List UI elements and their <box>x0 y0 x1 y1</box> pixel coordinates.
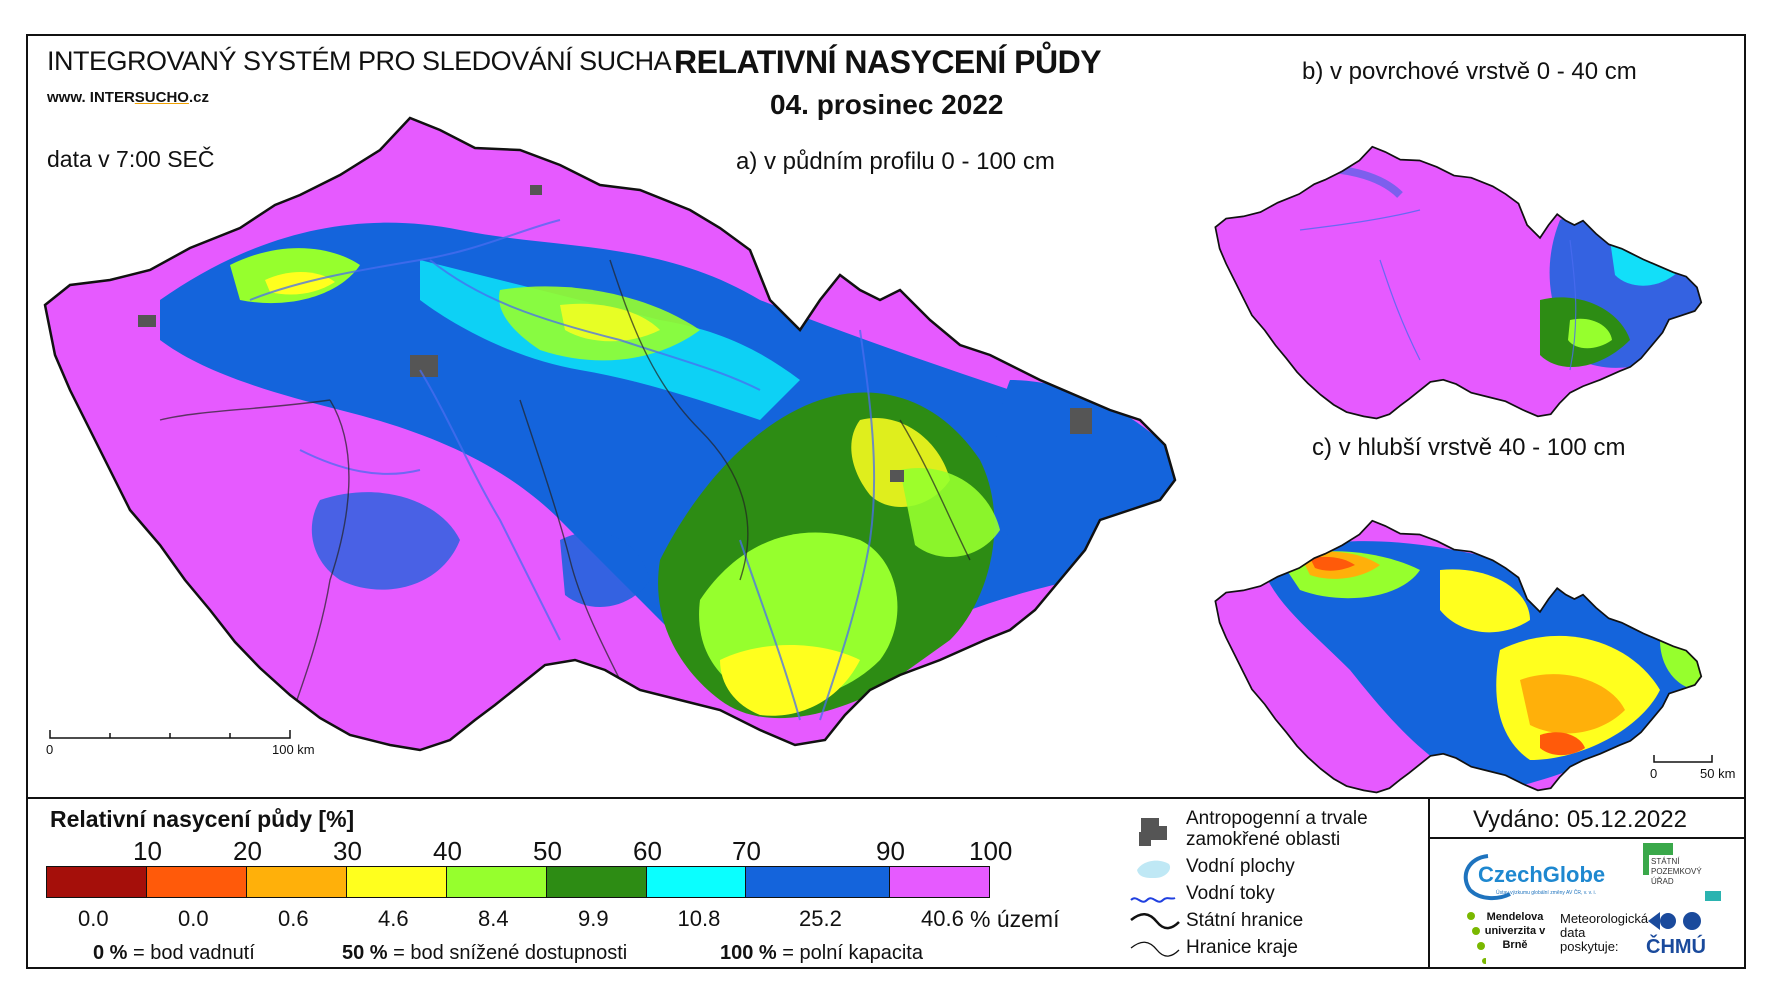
legend-note-capacity: 100 % = polní kapacita <box>720 942 923 965</box>
legend-area-value: 10.8 <box>677 906 721 931</box>
legend-threshold: 40 <box>433 836 462 866</box>
legend-area-value: 0.0 <box>178 906 209 931</box>
spu-mark-stem-icon <box>1643 855 1649 875</box>
map-symbols <box>1130 818 1180 957</box>
website-link[interactable]: www. INTERSUCHO.cz <box>47 89 209 106</box>
main-map-region-borders <box>159 259 971 721</box>
chmu-name: ČHMÚ <box>1646 936 1706 958</box>
legend-color-0 <box>46 866 147 898</box>
note-text: = bod snížené dostupnosti <box>393 942 628 964</box>
main-scale-start: 0 <box>46 742 54 757</box>
main-scale-bar <box>49 730 291 739</box>
state-border-icon <box>1130 913 1180 930</box>
website-highlight: SUCHO <box>134 89 189 106</box>
mendel-dots-icon <box>1467 912 1486 964</box>
spu-square-icon <box>1705 891 1721 901</box>
legend-title: Relativní nasycení půdy [%] <box>50 806 355 832</box>
legend-divider <box>26 797 1746 799</box>
urban-area-icon <box>1139 818 1167 846</box>
note-value: 100 % <box>720 942 777 964</box>
legend-area-value: 0.0 <box>78 906 109 931</box>
deep-map[interactable] <box>1214 519 1720 794</box>
legend-area-value: 9.9 <box>578 906 609 931</box>
legend-threshold: 60 <box>633 836 662 866</box>
main-scale-end: 100 km <box>272 742 315 757</box>
legend-note-wilting: 0 % = bod vadnutí <box>93 942 255 965</box>
czechglobe-logo[interactable]: CzechGlobe Ústav výzkumu globální změny … <box>1458 846 1608 904</box>
chmu-mark-icon <box>1648 912 1701 930</box>
legend-area-value: 4.6 <box>378 906 409 931</box>
surface-map-label: b) v povrchové vrstvě 0 - 40 cm <box>1302 58 1637 85</box>
mendel-name: Mendelova univerzita v Brně <box>1484 911 1546 951</box>
note-text: = bod vadnutí <box>133 942 255 964</box>
legend-river-label: Vodní toky <box>1186 883 1275 904</box>
legend-urban-label: Antropogenní a trvale zamokřené oblasti <box>1186 808 1368 850</box>
main-map-rivers <box>249 219 876 721</box>
legend-threshold: 10 <box>133 836 162 866</box>
legend-threshold: 70 <box>732 836 761 866</box>
region-border-icon <box>1130 941 1180 957</box>
czechglobe-subtitle: Ústav výzkumu globální změny AV ČR, v. v… <box>1496 890 1597 896</box>
legend-area-value: 25.2 <box>799 906 842 931</box>
czechglobe-swoosh-icon <box>1463 854 1511 901</box>
czechglobe-name: CzechGlobe <box>1478 862 1606 887</box>
main-map-zones <box>138 185 1175 719</box>
legend-water-label: Vodní plochy <box>1186 856 1295 877</box>
main-map-label: a) v půdním profilu 0 - 100 cm <box>736 148 1055 175</box>
legend-threshold: 20 <box>233 836 262 866</box>
small-scale-end: 50 km <box>1700 766 1736 781</box>
surface-map[interactable] <box>1214 145 1720 420</box>
legend-color-5 <box>546 866 647 898</box>
legend-color-4 <box>446 866 547 898</box>
legend-area-value: 0.6 <box>278 906 309 931</box>
legend-threshold: 30 <box>333 836 362 866</box>
water-body-icon <box>1137 860 1171 878</box>
legend-region-border-label: Hranice kraje <box>1186 937 1298 958</box>
map-frame <box>26 34 1746 969</box>
map-title: RELATIVNÍ NASYCENÍ PŮDY <box>674 44 1102 80</box>
note-text: = polní kapacita <box>782 942 923 964</box>
deep-map-label: c) v hlubší vrstvě 40 - 100 cm <box>1312 434 1626 461</box>
note-value: 0 % <box>93 942 128 964</box>
issued-divider <box>1428 837 1746 839</box>
river-icon <box>1130 897 1176 903</box>
data-time: data v 7:00 SEČ <box>47 146 215 172</box>
issued-date: Vydáno: 05.12.2022 <box>1473 806 1687 833</box>
map-date: 04. prosinec 2022 <box>770 89 1004 120</box>
legend-unit: % území <box>970 906 1060 932</box>
small-scale-start: 0 <box>1650 766 1658 781</box>
legend-threshold: 90 <box>876 836 905 866</box>
footer-divider <box>1428 797 1430 969</box>
chmu-logo[interactable]: ČHMÚ <box>1640 910 1720 964</box>
met-data-provider: Meteorologická data poskytuje: <box>1560 911 1649 954</box>
spu-mark-icon <box>1643 843 1673 855</box>
legend-color-8 <box>889 866 990 898</box>
legend-note-reduced: 50 % = bod snížené dostupnosti <box>342 942 627 965</box>
legend-area-value: 8.4 <box>478 906 509 931</box>
legend-threshold: 50 <box>533 836 562 866</box>
spu-logo[interactable]: STÁTNÍ POZEMKOVÝ ÚŘAD <box>1643 843 1733 903</box>
legend-color-3 <box>346 866 447 898</box>
system-title: INTEGROVANÝ SYSTÉM PRO SLEDOVÁNÍ SUCHA <box>47 46 672 76</box>
legend-threshold: 100 <box>969 836 1013 866</box>
legend-color-6 <box>646 866 746 898</box>
legend-color-2 <box>246 866 347 898</box>
note-value: 50 % <box>342 942 388 964</box>
legend-color-7 <box>745 866 890 898</box>
small-scale-bar <box>1653 755 1713 763</box>
spu-name: STÁTNÍ POZEMKOVÝ ÚŘAD <box>1651 857 1702 886</box>
legend-color-1 <box>146 866 247 898</box>
legend-area-value: 40.6 <box>921 906 964 931</box>
mendel-logo[interactable]: Mendelova univerzita v Brně <box>1466 910 1556 966</box>
website-prefix: www. INTER <box>47 89 135 106</box>
legend-state-border-label: Státní hranice <box>1186 910 1304 931</box>
website-suffix: .cz <box>188 89 209 106</box>
